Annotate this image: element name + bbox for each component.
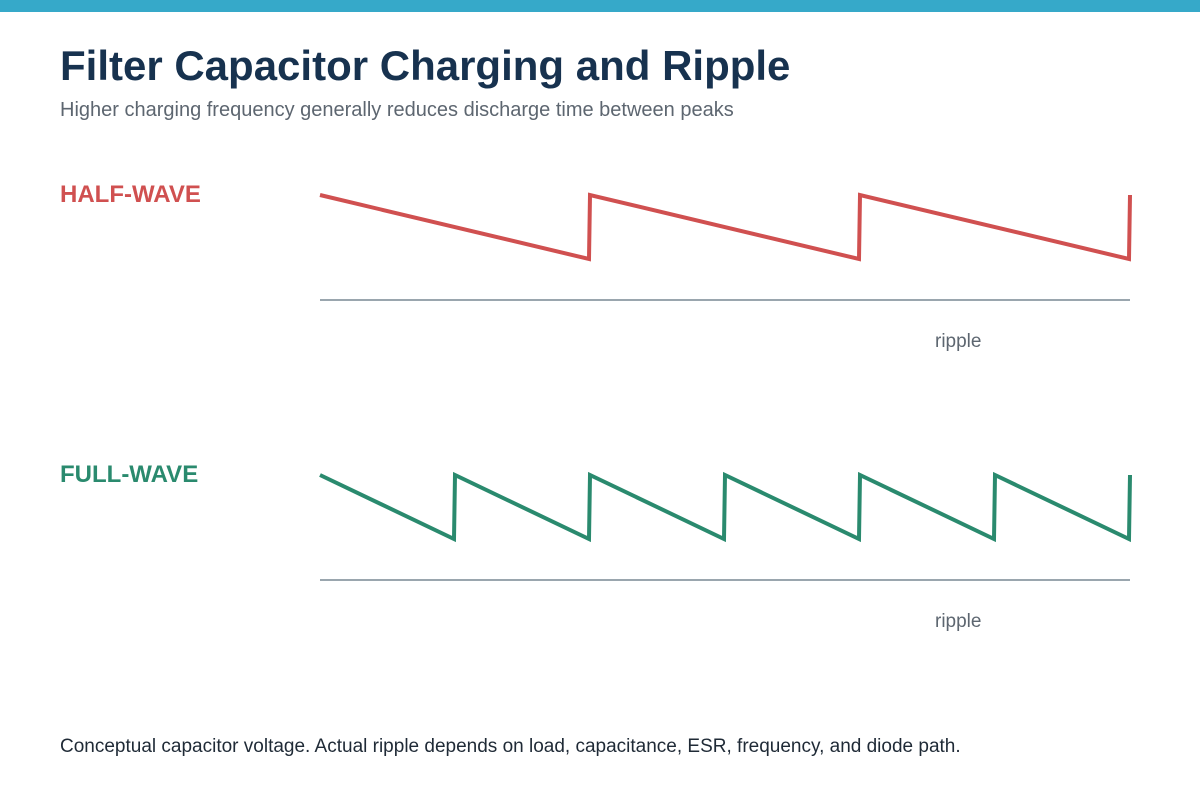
page-title: Filter Capacitor Charging and Ripple xyxy=(60,42,791,89)
full-wave-ripple-waveform xyxy=(319,471,1132,543)
footnote: Conceptual capacitor voltage. Actual rip… xyxy=(60,736,961,757)
half-wave-label: HALF-WAVE xyxy=(60,181,201,208)
half-wave-ripple-label: ripple xyxy=(935,331,982,352)
accent-bar xyxy=(0,0,1200,12)
full-wave-ripple-label: ripple xyxy=(935,611,982,632)
full-wave-label: FULL-WAVE xyxy=(60,461,199,488)
page-subtitle: Higher charging frequency generally redu… xyxy=(60,99,734,121)
half-wave-ripple-waveform xyxy=(319,192,1132,262)
